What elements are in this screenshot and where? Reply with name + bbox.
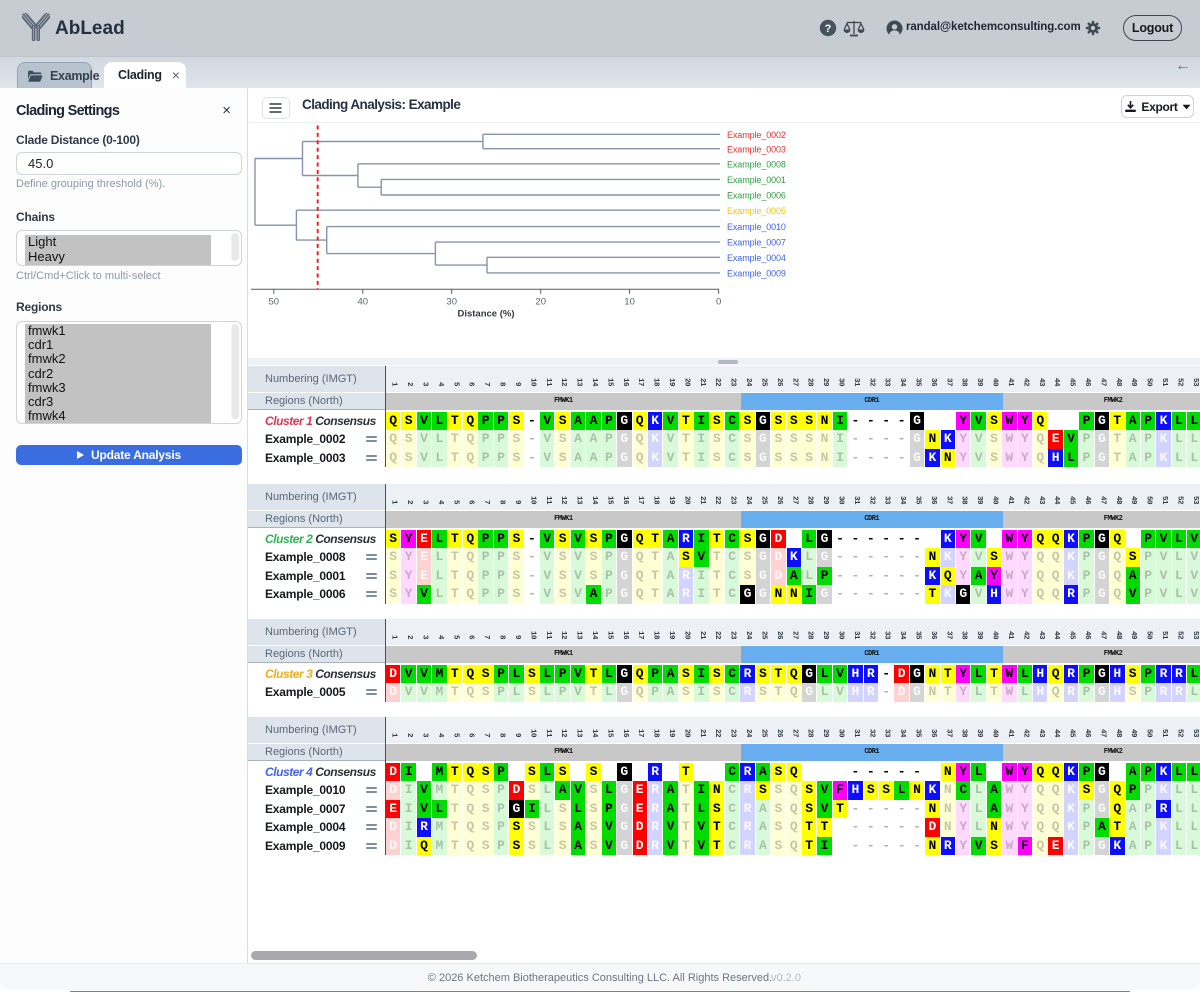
svg-text:Distance (%): Distance (%) xyxy=(457,309,514,320)
svg-text:Example_0002: Example_0002 xyxy=(727,130,786,140)
svg-text:40: 40 xyxy=(358,296,369,307)
svg-text:50: 50 xyxy=(269,296,280,307)
svg-text:0: 0 xyxy=(716,296,721,307)
svg-text:Example_0008: Example_0008 xyxy=(727,159,786,169)
svg-text:?: ? xyxy=(825,23,832,35)
svg-text:Example_0003: Example_0003 xyxy=(727,144,786,154)
svg-text:Example_0005: Example_0005 xyxy=(727,206,786,216)
svg-text:10: 10 xyxy=(624,296,635,307)
svg-text:Example_0007: Example_0007 xyxy=(727,238,786,248)
svg-text:Example_0009: Example_0009 xyxy=(727,269,786,279)
svg-text:20: 20 xyxy=(535,296,546,307)
svg-text:Example_0010: Example_0010 xyxy=(727,222,786,232)
svg-text:Example_0001: Example_0001 xyxy=(727,175,786,185)
svg-text:30: 30 xyxy=(446,296,457,307)
svg-text:Example_0004: Example_0004 xyxy=(727,253,786,263)
svg-text:Example_0006: Example_0006 xyxy=(727,191,786,201)
